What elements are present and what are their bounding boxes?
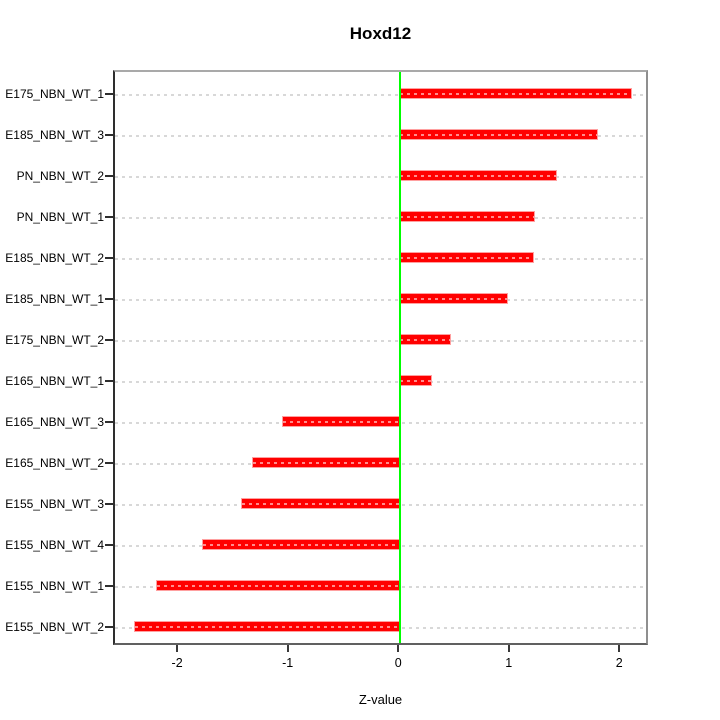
bar-E185_NBN_WT_3 [399, 129, 598, 141]
y-tick-label: E155_NBN_WT_2 [5, 619, 104, 634]
bar-grid-overlay [253, 462, 401, 465]
bar-E155_NBN_WT_2 [133, 621, 402, 633]
x-tick-mark [618, 645, 621, 652]
y-tick-label: E175_NBN_WT_1 [5, 86, 104, 101]
y-tick-mark [105, 215, 113, 218]
bar-grid-overlay [400, 257, 533, 260]
x-tick-label: 2 [615, 656, 623, 670]
bar-E175_NBN_WT_1 [399, 88, 633, 100]
x-tick-mark [176, 645, 179, 652]
zero-reference-line [399, 72, 402, 643]
y-tick-mark [105, 584, 113, 587]
y-tick-label: E165_NBN_WT_1 [5, 373, 104, 388]
y-tick-mark [105, 625, 113, 628]
bar-E155_NBN_WT_4 [202, 539, 402, 551]
bar-E175_NBN_WT_2 [399, 334, 451, 346]
y-tick-mark [105, 174, 113, 177]
y-tick-label: PN_NBN_WT_1 [16, 209, 104, 224]
bar-E185_NBN_WT_1 [399, 293, 509, 305]
y-tick-mark [105, 502, 113, 505]
bar-grid-overlay [400, 216, 534, 219]
y-tick-label: E155_NBN_WT_4 [5, 537, 104, 552]
chart-title: Hoxd12 [349, 24, 412, 43]
y-tick-mark [105, 338, 113, 341]
gridline [115, 175, 646, 178]
y-tick-label: E155_NBN_WT_1 [5, 578, 104, 593]
gridline [115, 380, 646, 383]
y-tick-mark [105, 420, 113, 423]
gridline [115, 93, 646, 96]
y-tick-label: E155_NBN_WT_3 [5, 496, 104, 511]
y-tick-mark [105, 133, 113, 136]
x-tick-label: -1 [282, 656, 294, 670]
bar-E165_NBN_WT_1 [399, 375, 433, 387]
y-tick-label: E185_NBN_WT_1 [5, 291, 104, 306]
bar-E165_NBN_WT_2 [252, 457, 402, 469]
y-tick-label: E175_NBN_WT_2 [5, 332, 104, 347]
bar-grid-overlay [400, 175, 557, 178]
y-tick-mark [105, 256, 113, 259]
x-tick-mark [397, 645, 400, 652]
x-tick-mark [507, 645, 510, 652]
gridline [115, 216, 646, 219]
y-tick-mark [105, 92, 113, 95]
x-axis-title: Z-value [358, 692, 403, 707]
gridline [115, 134, 646, 137]
bar-E165_NBN_WT_3 [282, 416, 402, 428]
bar-grid-overlay [400, 93, 632, 96]
bar-grid-overlay [400, 339, 450, 342]
gridline [115, 298, 646, 301]
gridline [115, 339, 646, 342]
bar-grid-overlay [203, 544, 401, 547]
bar-E155_NBN_WT_3 [241, 498, 402, 510]
y-tick-mark [105, 297, 113, 300]
bar-PN_NBN_WT_2 [399, 170, 558, 182]
bar-grid-overlay [157, 585, 401, 588]
y-tick-label: E165_NBN_WT_2 [5, 455, 104, 470]
y-tick-label: E185_NBN_WT_3 [5, 127, 104, 142]
bar-PN_NBN_WT_1 [399, 211, 535, 223]
bar-grid-overlay [400, 134, 597, 137]
plot-area [113, 70, 648, 645]
y-tick-label: PN_NBN_WT_2 [16, 168, 104, 183]
y-tick-label: E165_NBN_WT_3 [5, 414, 104, 429]
x-tick-label: -2 [171, 656, 183, 670]
bar-E185_NBN_WT_2 [399, 252, 534, 264]
x-tick-label: 0 [394, 656, 402, 670]
y-tick-label: E185_NBN_WT_2 [5, 250, 104, 265]
x-tick-mark [286, 645, 289, 652]
y-tick-mark [105, 543, 113, 546]
y-tick-mark [105, 379, 113, 382]
bar-grid-overlay [134, 626, 401, 629]
bar-E155_NBN_WT_1 [156, 580, 402, 592]
bar-grid-overlay [400, 380, 432, 383]
bar-grid-overlay [283, 421, 401, 424]
gridline [115, 257, 646, 260]
y-tick-mark [105, 461, 113, 464]
bar-grid-overlay [242, 503, 401, 506]
bar-grid-overlay [400, 298, 508, 301]
x-tick-label: 1 [505, 656, 513, 670]
